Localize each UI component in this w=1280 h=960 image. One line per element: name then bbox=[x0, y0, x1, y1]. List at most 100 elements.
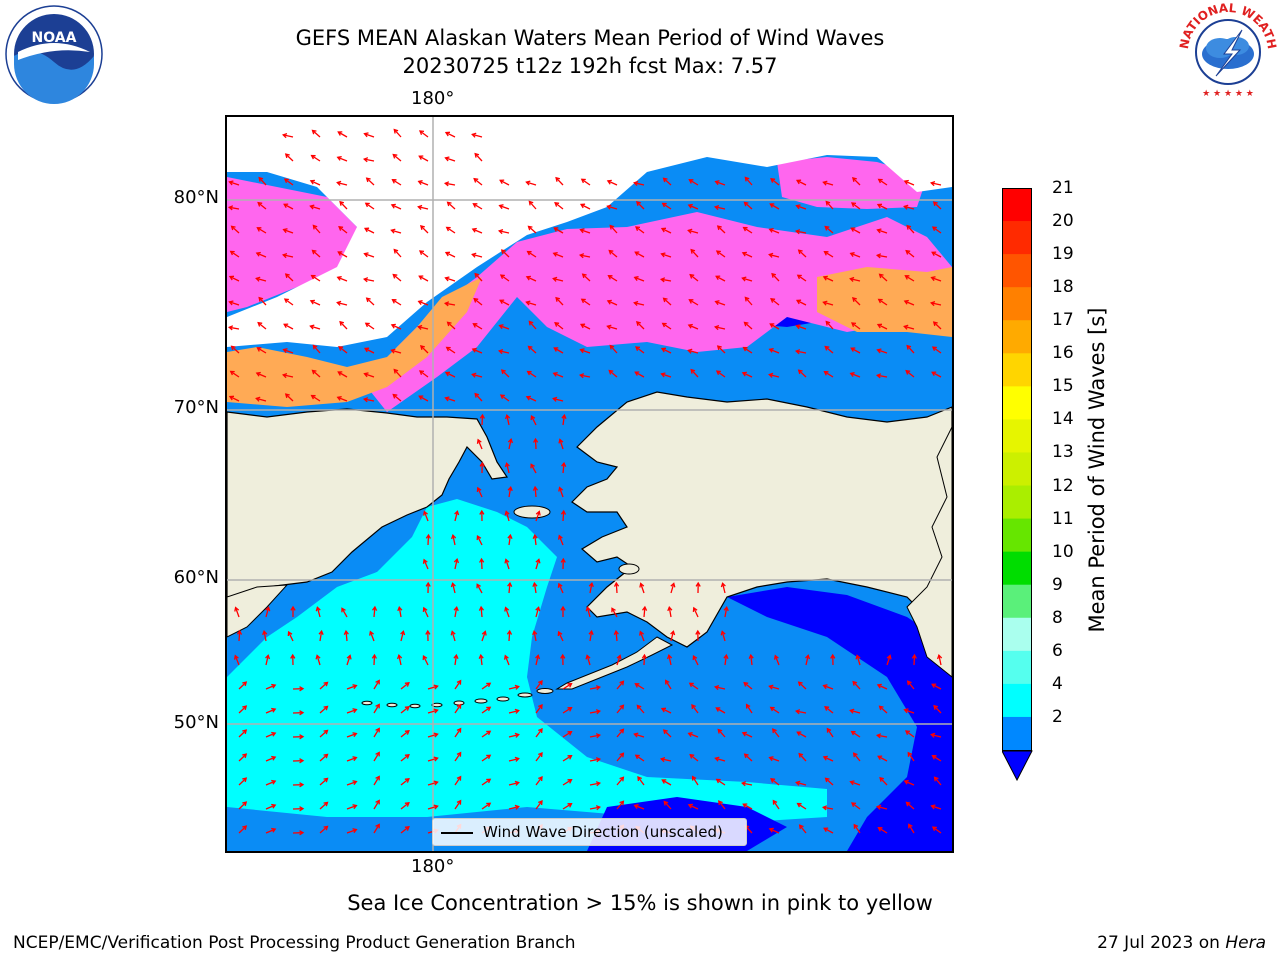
wave-direction-arrowhead bbox=[525, 180, 531, 186]
wave-direction-arrow bbox=[445, 252, 456, 258]
wave-direction-arrowhead bbox=[560, 605, 566, 611]
wave-direction-arrow bbox=[238, 630, 241, 642]
wave-direction-arrow bbox=[908, 824, 915, 834]
wave-direction-arrow bbox=[904, 205, 915, 210]
wave-direction-arrow bbox=[533, 631, 537, 642]
wave-direction-arrowhead bbox=[446, 321, 452, 327]
wave-direction-arrowhead bbox=[486, 706, 492, 712]
wave-direction-arrow bbox=[373, 654, 376, 666]
wave-direction-arrow bbox=[805, 655, 809, 666]
wave-direction-arrowhead bbox=[797, 249, 803, 255]
wave-direction-arrow bbox=[877, 229, 888, 234]
wave-direction-arrowhead bbox=[794, 349, 801, 355]
wave-direction-arrowhead bbox=[312, 344, 318, 350]
wave-direction-arrowhead bbox=[905, 249, 911, 255]
wave-direction-arrowhead bbox=[404, 706, 410, 711]
wave-direction-arrow bbox=[907, 752, 915, 762]
wave-direction-arrowhead bbox=[850, 322, 857, 327]
wave-direction-arrow bbox=[905, 250, 915, 258]
wave-direction-arrowhead bbox=[352, 708, 358, 714]
wave-direction-arrowhead bbox=[661, 779, 667, 784]
wave-direction-arrow bbox=[535, 559, 540, 570]
wave-direction-arrowhead bbox=[444, 156, 450, 162]
wave-direction-arrowhead bbox=[903, 708, 909, 714]
wave-direction-arrow bbox=[825, 201, 834, 210]
wave-direction-arrow bbox=[769, 348, 780, 354]
map-legend: Wind Wave Direction (unscaled) bbox=[432, 818, 747, 846]
wave-direction-arrow bbox=[850, 278, 861, 282]
wave-direction-arrowhead bbox=[769, 203, 775, 208]
wave-direction-arrowhead bbox=[315, 654, 321, 660]
wave-direction-arrow bbox=[508, 709, 519, 714]
wave-direction-arrowhead bbox=[535, 654, 541, 660]
wave-direction-arrowhead bbox=[595, 685, 602, 691]
wave-direction-arrow bbox=[634, 251, 645, 258]
wave-direction-arrow bbox=[824, 371, 834, 378]
land-nunivak-island bbox=[618, 563, 640, 575]
wave-direction-arrowhead bbox=[619, 776, 625, 782]
wave-direction-arrow bbox=[589, 734, 600, 738]
wave-direction-arrowhead bbox=[486, 682, 492, 688]
wave-direction-arrow bbox=[770, 778, 780, 786]
wave-direction-arrowhead bbox=[688, 179, 694, 184]
wave-direction-arrowhead bbox=[338, 226, 344, 231]
wave-direction-arrowhead bbox=[660, 347, 667, 353]
land-kamchatka-coast bbox=[227, 584, 289, 638]
wave-direction-arrowhead bbox=[284, 273, 290, 279]
wave-direction-arrowhead bbox=[825, 320, 831, 326]
wave-direction-arrow bbox=[337, 251, 348, 258]
wave-direction-arrowhead bbox=[341, 607, 346, 613]
svg-text:★ ★ ★ ★ ★: ★ ★ ★ ★ ★ bbox=[1202, 89, 1254, 99]
wave-direction-arrow bbox=[535, 752, 543, 762]
wave-direction-arrow bbox=[535, 776, 543, 786]
wave-direction-arrow bbox=[526, 396, 537, 402]
wave-direction-arrow bbox=[688, 324, 699, 330]
wave-direction-arrow bbox=[369, 631, 375, 642]
wave-direction-arrowhead bbox=[299, 806, 305, 812]
wave-direction-arrow bbox=[608, 275, 618, 282]
wave-direction-arrowhead bbox=[535, 558, 541, 564]
wave-direction-arrow bbox=[238, 705, 247, 714]
land-ak-peninsula bbox=[555, 636, 674, 690]
wave-direction-arrow bbox=[798, 369, 807, 378]
wave-direction-arrow bbox=[481, 682, 491, 690]
wave-direction-arrowhead bbox=[450, 630, 456, 636]
lon-label-bottom: 180° bbox=[411, 856, 455, 877]
wave-direction-arrowhead bbox=[456, 703, 462, 709]
wave-direction-arrow bbox=[373, 752, 380, 762]
wave-direction-arrow bbox=[717, 729, 726, 738]
wave-direction-arrow bbox=[364, 227, 375, 234]
wave-direction-arrowhead bbox=[309, 179, 315, 185]
wave-direction-arrow bbox=[744, 753, 753, 762]
wave-direction-arrowhead bbox=[662, 177, 668, 183]
wave-direction-arrow bbox=[608, 250, 618, 258]
wave-direction-arrow bbox=[637, 776, 645, 786]
wave-direction-arrow bbox=[392, 179, 402, 186]
wave-direction-arrowhead bbox=[514, 780, 520, 786]
wave-direction-arrowhead bbox=[578, 253, 585, 259]
wave-direction-arrow bbox=[283, 348, 294, 354]
wave-direction-arrowhead bbox=[271, 683, 277, 689]
wave-direction-arrow bbox=[769, 373, 780, 378]
wave-direction-arrowhead bbox=[525, 275, 531, 281]
wave-direction-arrowhead bbox=[876, 348, 882, 354]
wave-direction-arrowhead bbox=[284, 153, 290, 159]
wave-direction-arrowhead bbox=[637, 775, 642, 782]
wave-direction-arrowhead bbox=[633, 300, 639, 306]
wave-direction-arrow bbox=[661, 373, 672, 378]
colorbar-segment bbox=[1002, 452, 1032, 487]
wave-direction-arrow bbox=[582, 273, 591, 282]
wave-direction-arrow bbox=[823, 181, 834, 186]
wave-direction-arrowhead bbox=[634, 754, 640, 760]
wave-direction-arrow bbox=[744, 321, 753, 330]
wave-direction-arrow bbox=[346, 655, 351, 666]
wave-direction-arrowhead bbox=[595, 757, 602, 763]
wave-direction-arrow bbox=[418, 275, 429, 282]
wave-direction-arrowhead bbox=[830, 653, 836, 659]
wave-direction-arrow bbox=[481, 778, 491, 786]
wave-direction-arrowhead bbox=[852, 680, 858, 686]
colorbar-segment bbox=[1002, 551, 1032, 586]
wave-direction-arrow bbox=[445, 372, 456, 378]
wave-direction-arrowhead bbox=[400, 630, 406, 636]
wave-direction-arrow bbox=[345, 631, 348, 642]
